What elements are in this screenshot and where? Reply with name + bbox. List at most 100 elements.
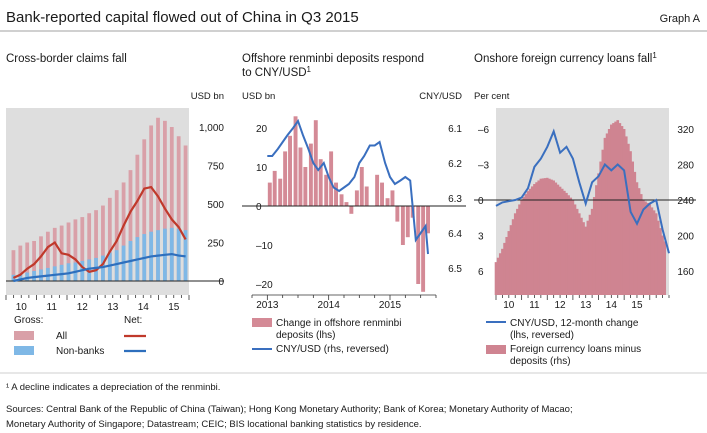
bar-fx-loans: [545, 177, 549, 295]
bar-fx-loans: [659, 228, 662, 295]
bar-fx-loans: [618, 123, 622, 295]
bar-gross-nonbank: [52, 266, 57, 281]
bar-fx-loans: [595, 185, 598, 295]
panel3-chart: –6 –3 0 3 6 160 200 240 280 320 10 11 12 13 14 15: [474, 120, 696, 311]
bar-gross-nonbank: [107, 252, 112, 281]
bar-gross-all: [142, 139, 147, 281]
bar-gross-all: [45, 231, 50, 281]
bar-gross-all: [169, 127, 174, 281]
legend-cny-label: CNY/USD (rhs, reversed): [276, 344, 389, 355]
ytick-label-left: 10: [256, 163, 268, 174]
bar-gross-all: [163, 120, 167, 281]
ytick-label: 500: [207, 200, 224, 211]
bar-gross-nonbank: [45, 267, 50, 281]
bar-fx-loans: [503, 242, 506, 295]
bar-gross-all: [128, 170, 133, 281]
bar-deposit-change: [339, 194, 344, 206]
ytick-label-left: 20: [256, 124, 268, 135]
ytick-label: 250: [207, 239, 224, 250]
legend-deposit-label-line1: Change in offshore renminbi: [276, 318, 401, 329]
bar-fx-loans: [558, 186, 562, 295]
bar-deposit-change: [267, 182, 272, 206]
ytick-label-right: 6.2: [448, 159, 462, 170]
ytick-label-right: 6.3: [448, 194, 462, 205]
legend-loan-swatch: [486, 345, 506, 354]
footnote: ¹ A decline indicates a depreciation of …: [6, 382, 220, 393]
legend-all-swatch: [14, 331, 34, 340]
bar-deposit-change: [395, 206, 400, 222]
panel3-legend: CNY/USD, 12-month change (lhs, reversed)…: [486, 318, 641, 367]
panel1-chart: 0 250 500 750 1,000 10 11 12 13 14 15: [5, 117, 224, 313]
bar-fx-loans: [565, 192, 568, 295]
bar-fx-loans: [535, 182, 538, 295]
bar-gross-all: [25, 242, 30, 281]
bar-deposit-change: [364, 186, 369, 206]
xtick-label: 2013: [256, 300, 279, 311]
bar-deposit-change: [308, 143, 313, 206]
bar-fx-loans: [620, 126, 624, 296]
bar-fx-loans: [531, 186, 534, 295]
xtick-label: 13: [580, 300, 592, 311]
panel1-title: Cross-border claims fall: [6, 53, 127, 65]
bar-deposit-change: [416, 206, 421, 284]
bar-fx-loans: [516, 208, 519, 295]
bar-fx-loans: [650, 207, 654, 295]
panel-offshore-deposits: Offshore renminbi deposits respond to CN…: [242, 53, 466, 311]
line-net-nonbank: [13, 252, 186, 283]
bar-gross-all: [11, 250, 16, 281]
bar-fx-loans: [563, 190, 566, 295]
bar-fx-loans: [646, 202, 649, 295]
line-cny-12m-change: [495, 128, 670, 254]
bar-fx-loans: [622, 129, 626, 295]
bar-gross-nonbank: [87, 259, 92, 281]
bar-fx-loans: [627, 143, 630, 295]
bar-fx-loans: [612, 123, 615, 295]
ytick-label-left: 0: [478, 196, 484, 207]
legend-net-title: Net:: [124, 315, 142, 326]
panel2-title-line2: to CNY/USD1: [242, 65, 312, 79]
bar-fx-loans: [513, 213, 517, 295]
bar-fx-loans: [592, 197, 596, 295]
bar-fx-loans: [577, 213, 581, 295]
bar-fx-loans: [496, 257, 500, 295]
panel1-legend: Gross: Net: All Non-banks: [14, 315, 146, 357]
bar-gross-nonbank: [18, 274, 23, 281]
bar-fx-loans: [597, 173, 600, 295]
bar-fx-loans: [580, 217, 583, 295]
panel2-title-sup: 1: [307, 65, 312, 74]
bar-deposit-change: [303, 167, 308, 206]
sources-line2: Monetary Authority of Singapore; Datastr…: [6, 419, 422, 430]
bar-fx-loans: [520, 200, 523, 295]
bar-fx-loans: [607, 129, 611, 295]
legend-loan-label-line2: deposits (rhs): [510, 356, 571, 367]
bar-fx-loans: [498, 253, 502, 295]
bar-gross-nonbank: [39, 269, 43, 281]
panel2-unit-right: CNY/USD: [419, 91, 462, 102]
bar-fx-loans: [573, 204, 577, 295]
bar-fx-loans: [567, 195, 570, 295]
bar-fx-loans: [642, 200, 645, 295]
ytick-label-left: 3: [478, 232, 484, 243]
bar-deposit-change: [313, 120, 318, 206]
bar-deposit-change: [349, 206, 354, 214]
bar-deposit-change: [293, 116, 298, 206]
graph-label: Graph A: [660, 13, 701, 25]
bar-fx-loans: [552, 180, 555, 295]
panel-cross-border-claims: Cross-border claims fall USD bn 0 250 500 7…: [5, 53, 224, 313]
ytick-label-right: 6.5: [448, 264, 462, 275]
bar-fx-loans: [541, 178, 545, 295]
legend-gross-title: Gross:: [14, 315, 43, 326]
bar-fx-loans: [601, 149, 605, 295]
panel2-chart: –20 –10 0 10 20 6.1 6.2 6.3 6.4 6.5 2013 2014 2015: [242, 116, 466, 311]
xtick-label: 12: [77, 302, 89, 313]
bar-deposit-change: [421, 206, 426, 292]
bar-fx-loans: [603, 137, 607, 295]
bar-fx-loans: [550, 179, 553, 295]
bar-gross-all: [156, 117, 160, 281]
bar-gross-all: [94, 210, 98, 281]
bar-gross-nonbank: [101, 255, 105, 281]
bar-deposit-change: [390, 190, 395, 206]
xtick-label: 15: [631, 300, 643, 311]
bar-fx-loans: [511, 219, 515, 295]
bar-fx-loans: [528, 188, 532, 295]
